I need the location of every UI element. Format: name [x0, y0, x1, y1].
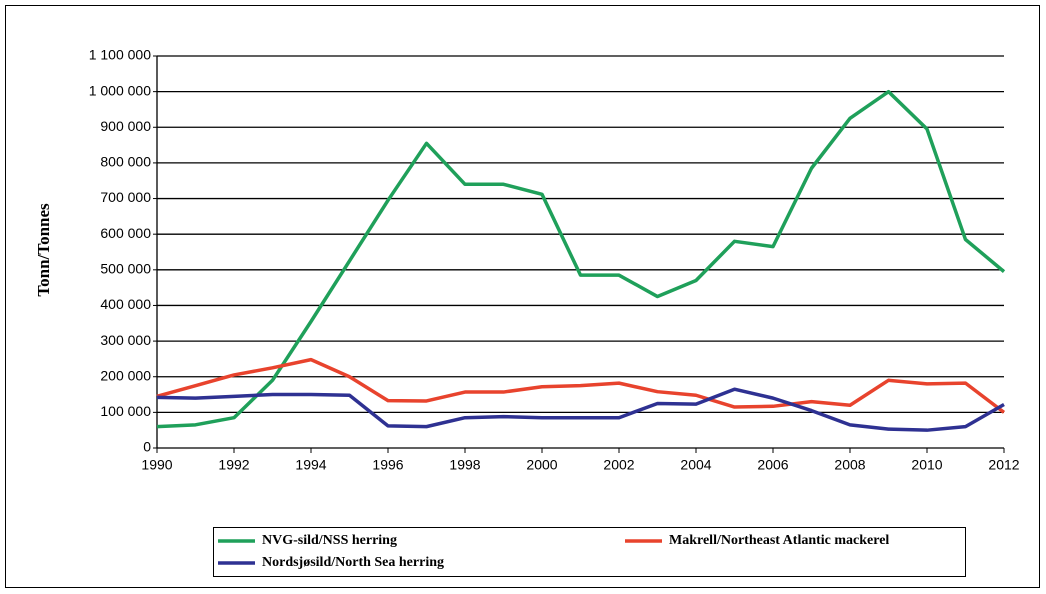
x-tick-label: 2012 — [988, 457, 1019, 473]
x-tick-label: 1990 — [141, 457, 172, 473]
y-axis-label: Tonn/Tonnes — [34, 203, 53, 297]
x-tick-label: 2002 — [603, 457, 634, 473]
x-tick-label: 2006 — [757, 457, 788, 473]
y-tick-label: 1 100 000 — [89, 47, 151, 63]
legend-label: Nordsjøsild/North Sea herring — [262, 555, 444, 570]
y-tick-label: 100 000 — [100, 403, 151, 419]
legend-label: Makrell/Northeast Atlantic mackerel — [669, 533, 889, 548]
legend-label: NVG-sild/NSS herring — [262, 533, 397, 548]
series-line — [156, 89, 1006, 429]
legend-box — [213, 527, 966, 577]
y-tick-label: 300 000 — [100, 332, 151, 348]
frame — [5, 5, 1040, 588]
x-tick-label: 1998 — [449, 457, 480, 473]
y-tick-label: 700 000 — [100, 189, 151, 205]
y-tick-label: 1 000 000 — [89, 82, 151, 98]
y-tick-label: 0 — [143, 439, 151, 455]
y-tick-label: 900 000 — [100, 118, 151, 134]
x-tick-label: 2004 — [680, 457, 711, 473]
x-tick-label: 2000 — [526, 457, 557, 473]
y-tick-label: 500 000 — [100, 261, 151, 277]
y-tick-label: 600 000 — [100, 225, 151, 241]
y-tick-label: 400 000 — [100, 296, 151, 312]
x-tick-label: 2008 — [834, 457, 865, 473]
y-tick-label: 800 000 — [100, 154, 151, 170]
series-line — [156, 387, 1005, 432]
y-tick-label: 200 000 — [100, 367, 151, 383]
x-tick-label: 2010 — [911, 457, 942, 473]
x-tick-label: 1992 — [218, 457, 249, 473]
x-tick-label: 1994 — [295, 457, 326, 473]
series-line — [156, 357, 1006, 414]
x-tick-label: 1996 — [372, 457, 403, 473]
